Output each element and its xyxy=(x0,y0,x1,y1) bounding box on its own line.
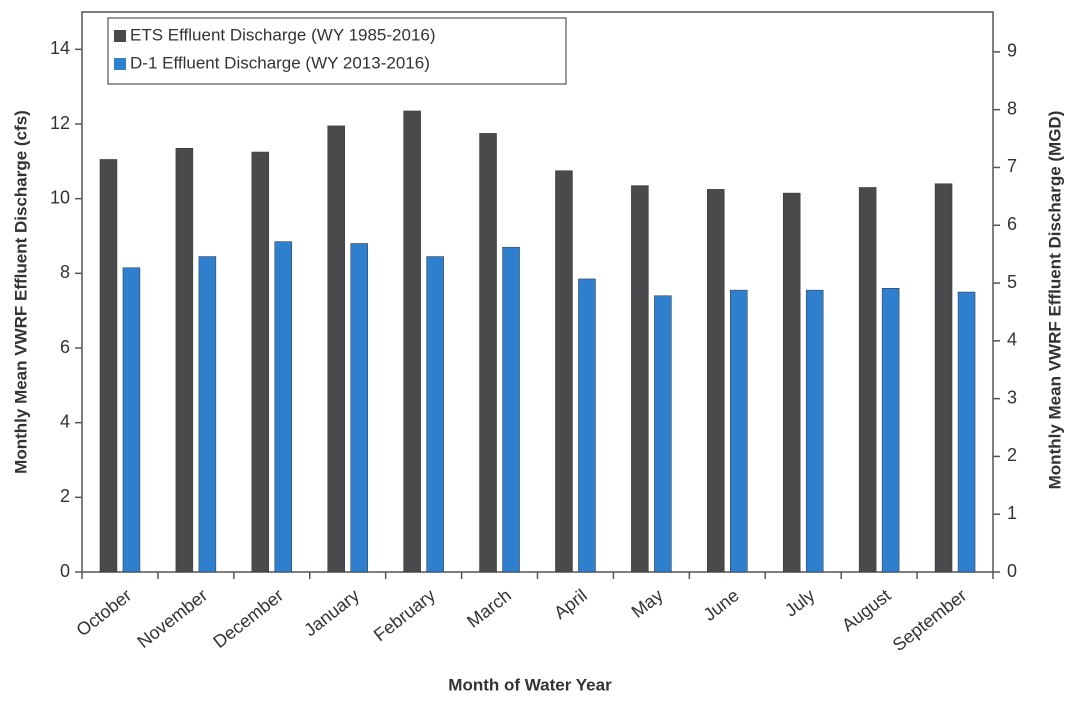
legend-label: D-1 Effluent Discharge (WY 2013-2016) xyxy=(130,53,430,72)
bar xyxy=(578,278,596,573)
x-tick-label: January xyxy=(300,585,363,640)
y-tick-label: 12 xyxy=(50,113,70,133)
y-tick-label: 4 xyxy=(60,411,70,431)
x-tick-label: March xyxy=(463,585,515,632)
bar xyxy=(805,289,824,573)
bar xyxy=(479,133,497,573)
x-axis-title: Month of Water Year xyxy=(448,675,612,694)
x-tick-label: May xyxy=(628,585,667,622)
bar xyxy=(175,148,194,573)
bar xyxy=(502,246,520,573)
y2-tick-label: 1 xyxy=(1007,503,1017,523)
x-tick-label: December xyxy=(209,585,287,652)
bar xyxy=(782,192,801,573)
legend-label: ETS Effluent Discharge (WY 1985-2016) xyxy=(130,25,436,44)
x-tick-label: April xyxy=(550,585,591,623)
bar xyxy=(350,243,368,573)
x-tick-label: November xyxy=(134,585,212,652)
y2-tick-label: 4 xyxy=(1007,330,1017,350)
bar xyxy=(327,125,345,573)
y-tick-label: 0 xyxy=(60,561,70,581)
x-tick-label: June xyxy=(700,585,743,625)
bar xyxy=(274,241,293,573)
bar xyxy=(251,151,270,573)
bar xyxy=(934,183,953,573)
y2-tick-label: 0 xyxy=(1007,561,1017,581)
bar xyxy=(99,159,118,573)
x-tick-label: September xyxy=(889,585,971,655)
y-tick-label: 2 xyxy=(60,486,70,506)
y2-tick-label: 2 xyxy=(1007,445,1017,465)
bar xyxy=(881,288,900,573)
y-tick-label: 6 xyxy=(60,337,70,357)
legend-swatch xyxy=(114,30,126,42)
x-tick-label: October xyxy=(73,585,136,640)
bar xyxy=(555,170,573,573)
bar xyxy=(957,291,976,573)
bar xyxy=(426,256,444,573)
y-tick-label: 8 xyxy=(60,262,70,282)
y2-tick-label: 7 xyxy=(1007,156,1017,176)
y-tick-label: 14 xyxy=(50,38,70,58)
bar xyxy=(198,256,217,573)
bar xyxy=(707,189,725,573)
bar xyxy=(403,110,421,573)
x-tick-label: August xyxy=(838,585,894,635)
y2-tick-label: 6 xyxy=(1007,214,1017,234)
bar xyxy=(631,185,649,573)
y2-axis-title: Monthly Mean VWRF Effluent Discharge (MG… xyxy=(1045,111,1064,490)
bar xyxy=(858,187,877,573)
legend-swatch xyxy=(114,58,126,70)
y2-tick-label: 5 xyxy=(1007,272,1017,292)
y2-tick-label: 9 xyxy=(1007,41,1017,61)
plot-area xyxy=(81,11,994,573)
legend-box xyxy=(107,17,567,85)
x-tick-label: February xyxy=(370,585,439,645)
y2-tick-label: 3 xyxy=(1007,387,1017,407)
bar xyxy=(730,289,748,573)
bar xyxy=(122,267,141,573)
x-tick-label: July xyxy=(781,585,819,620)
bar xyxy=(654,295,672,573)
y2-tick-label: 8 xyxy=(1007,98,1017,118)
y-axis-title: Monthly Mean VWRF Effluent Discharge (cf… xyxy=(11,110,30,474)
y-tick-label: 10 xyxy=(50,187,70,207)
